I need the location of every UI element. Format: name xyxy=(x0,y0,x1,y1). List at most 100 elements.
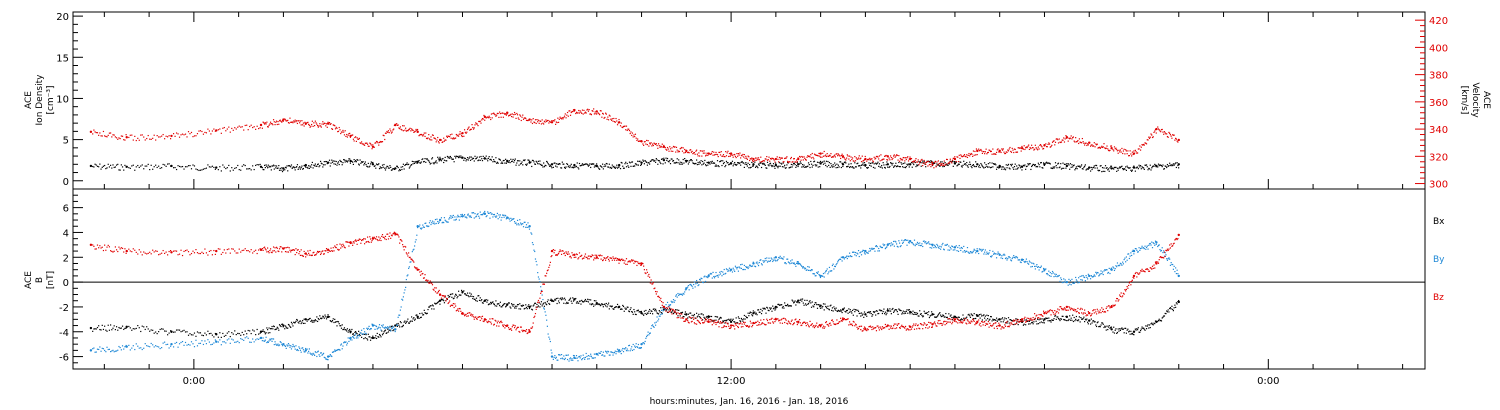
data-dot xyxy=(578,168,580,170)
data-dot xyxy=(727,150,729,152)
data-dot xyxy=(449,295,451,298)
data-dot xyxy=(275,344,278,346)
data-dot xyxy=(757,157,760,159)
data-dot xyxy=(380,167,382,169)
data-dot xyxy=(778,303,780,305)
data-dot xyxy=(424,135,426,138)
data-dot xyxy=(1107,169,1109,171)
data-dot xyxy=(1054,166,1056,168)
data-dot xyxy=(627,128,629,130)
data-dot xyxy=(1128,155,1130,157)
data-dot xyxy=(1078,319,1080,321)
data-dot xyxy=(683,293,685,295)
data-dot xyxy=(1170,165,1172,167)
data-dot xyxy=(872,166,875,169)
data-dot xyxy=(912,310,914,312)
data-dot xyxy=(463,215,465,217)
data-dot xyxy=(652,159,654,161)
data-dot xyxy=(433,308,435,310)
data-dot xyxy=(681,161,683,164)
data-dot xyxy=(428,160,430,162)
data-dot xyxy=(1112,148,1114,151)
data-dot xyxy=(608,114,610,116)
data-dot xyxy=(978,313,981,316)
data-dot xyxy=(1108,170,1110,172)
data-dot xyxy=(144,165,146,167)
data-dot xyxy=(250,341,252,343)
data-dot xyxy=(672,159,675,162)
data-dot xyxy=(519,308,522,310)
data-dot xyxy=(263,340,265,342)
data-dot xyxy=(733,163,735,165)
data-dot xyxy=(302,319,304,322)
data-dot xyxy=(565,117,567,119)
data-dot xyxy=(294,322,296,324)
data-dot xyxy=(703,316,705,318)
data-dot xyxy=(1056,138,1058,140)
data-dot xyxy=(610,306,613,308)
data-dot xyxy=(390,130,392,132)
data-dot xyxy=(1004,322,1007,324)
data-dot xyxy=(1055,138,1057,140)
data-dot xyxy=(152,137,154,139)
data-dot xyxy=(1128,330,1130,332)
data-dot xyxy=(983,150,985,153)
data-dot xyxy=(303,351,305,353)
data-dot xyxy=(957,163,960,165)
data-dot xyxy=(1169,162,1171,164)
data-dot xyxy=(618,305,620,307)
data-dot xyxy=(349,158,351,160)
data-dot xyxy=(1143,168,1145,170)
data-dot xyxy=(348,329,350,332)
data-dot xyxy=(1139,329,1142,332)
data-dot xyxy=(399,321,402,323)
data-dot xyxy=(1119,167,1122,169)
data-dot xyxy=(265,332,267,334)
data-dot xyxy=(921,314,923,317)
data-dot xyxy=(854,311,856,313)
data-dot xyxy=(269,332,271,334)
data-dot xyxy=(987,152,989,154)
data-dot xyxy=(1041,146,1043,148)
data-dot xyxy=(610,119,613,121)
data-dot xyxy=(432,162,434,164)
data-dot xyxy=(263,122,265,124)
data-dot xyxy=(969,155,971,157)
data-dot xyxy=(388,329,390,332)
data-dot xyxy=(522,304,524,306)
data-dot xyxy=(991,162,993,164)
data-dot xyxy=(105,168,107,170)
data-dot xyxy=(1086,318,1088,320)
data-dot xyxy=(988,319,990,321)
data-dot xyxy=(874,310,876,313)
data-dot xyxy=(919,160,922,163)
data-dot xyxy=(801,156,804,158)
data-dot xyxy=(413,245,416,247)
data-dot xyxy=(665,157,667,159)
data-dot xyxy=(607,166,609,168)
data-dot xyxy=(314,320,316,322)
data-dot xyxy=(352,335,354,338)
data-dot xyxy=(325,358,327,360)
data-dot xyxy=(340,343,343,345)
data-dot xyxy=(730,154,732,156)
data-dot xyxy=(566,301,568,303)
data-dot xyxy=(347,134,349,136)
data-dot xyxy=(258,333,260,335)
data-dot xyxy=(716,165,718,167)
data-dot xyxy=(510,115,513,118)
data-dot xyxy=(736,152,738,155)
data-dot xyxy=(1084,318,1086,320)
data-dot xyxy=(165,343,167,346)
data-dot xyxy=(1048,143,1051,145)
data-dot xyxy=(675,151,677,153)
data-dot xyxy=(434,161,437,163)
data-dot xyxy=(317,163,319,165)
data-dot xyxy=(187,165,190,167)
data-dot xyxy=(118,345,120,348)
data-dot xyxy=(640,164,642,166)
data-dot xyxy=(453,138,455,140)
data-dot xyxy=(664,162,666,164)
data-dot xyxy=(584,163,586,166)
data-dot xyxy=(969,315,971,317)
